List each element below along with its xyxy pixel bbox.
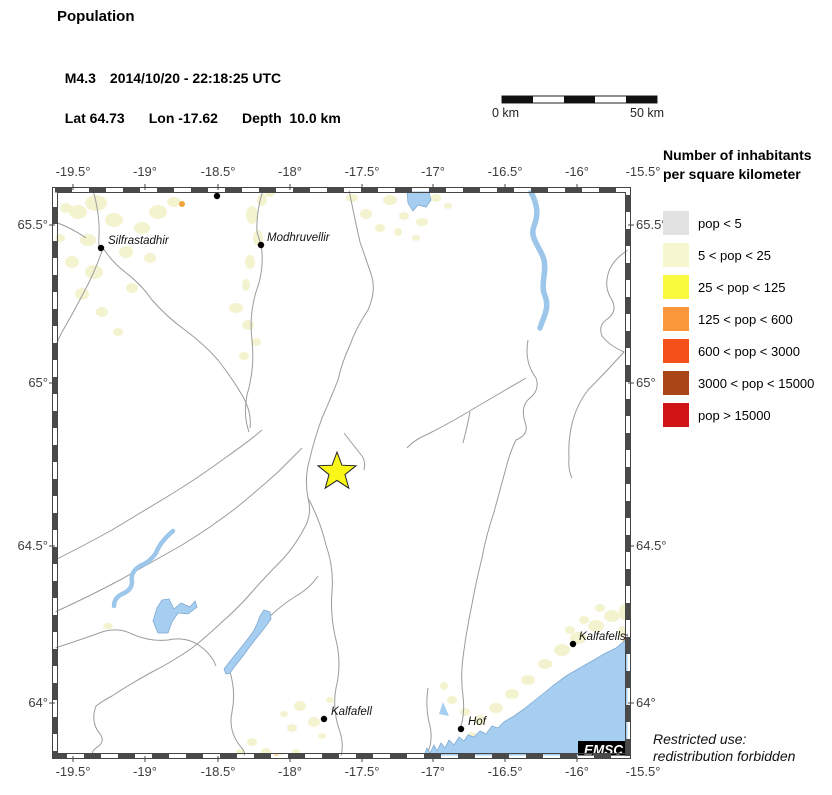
event-magnitude: M4.3	[64, 70, 96, 86]
legend-swatch	[663, 307, 689, 331]
town-dot-unlabeled	[213, 192, 221, 200]
legend-row: 25 < pop < 125	[663, 275, 814, 299]
axis-tick-label: -19.5°	[55, 164, 91, 179]
page-title: Population	[57, 8, 135, 25]
axis-tick-label: -18°	[278, 764, 302, 779]
legend-label: 600 < pop < 3000	[698, 343, 800, 359]
legend-row: 5 < pop < 25	[663, 243, 814, 267]
sea	[423, 637, 628, 756]
event-lat: Lat 64.73	[64, 110, 125, 126]
axis-tick-label: -17.5°	[344, 164, 380, 179]
legend-row: 3000 < pop < 15000	[663, 371, 814, 395]
axis-tick-label: -17.5°	[344, 764, 380, 779]
axis-tick-label: -16°	[565, 164, 589, 179]
axis-tick-label: 64.5°	[636, 538, 667, 553]
town-label: Kalfafellss	[579, 631, 632, 643]
rivers	[111, 190, 550, 609]
axis-tick-label: -16°	[565, 764, 589, 779]
emsc-logo-text: EMSC	[584, 743, 623, 758]
axis-tick-label: 65°	[636, 375, 656, 390]
axis-tick-label: 64°	[28, 695, 48, 710]
axis-tick-label: -17°	[421, 764, 445, 779]
axis-ticks	[49, 184, 634, 762]
epicenter-star	[316, 450, 358, 490]
axis-tick-label: -19.5°	[55, 764, 91, 779]
lakes	[152, 191, 432, 675]
coastal-inlet	[439, 702, 449, 716]
town-label: Silfrastadhir	[108, 235, 170, 247]
axis-tick-label: 64.5°	[17, 538, 48, 553]
scale-bar	[501, 95, 658, 104]
restricted-line2: redistribution forbidden	[653, 748, 796, 764]
event-datetime: 2014/10/20 - 22:18:25 UTC	[109, 70, 282, 86]
legend-row: 600 < pop < 3000	[663, 339, 814, 363]
restricted-line1: Restricted use:	[653, 731, 747, 747]
towns: Silfrastadhir Modhruvellir Kalfafellss K…	[97, 192, 632, 733]
location-line: Lat 64.73 Lon -17.62 Depth 10.0 km	[57, 94, 341, 126]
legend-label: pop > 15000	[698, 407, 771, 423]
event-depth: Depth 10.0 km	[241, 110, 341, 126]
legend-label: 25 < pop < 125	[698, 279, 786, 295]
axis-tick-label: 65.5°	[17, 217, 48, 232]
town-label: Hof	[468, 716, 488, 728]
axis-tick-label: 65°	[28, 375, 48, 390]
axis-tick-label: -16.5°	[487, 764, 523, 779]
legend-label: 125 < pop < 600	[698, 311, 793, 327]
legend-row: 125 < pop < 600	[663, 307, 814, 331]
map-frame	[52, 187, 631, 759]
town-dot	[457, 725, 465, 733]
axis-tick-label: -19°	[133, 164, 157, 179]
scale-bar-max-label: 50 km	[630, 106, 665, 120]
legend-title-line2: per square kilometer	[663, 166, 801, 182]
axis-tick-label: -17°	[421, 164, 445, 179]
legend-title-line1: Number of inhabitants	[663, 147, 812, 163]
scale-bar-zero-label: 0 km	[492, 106, 520, 120]
axis-tick-label: -15.5°	[625, 764, 661, 779]
event-line: M4.3 2014/10/20 - 22:18:25 UTC	[57, 54, 281, 86]
axis-tick-label: -18.5°	[200, 764, 236, 779]
axis-tick-label: -19°	[133, 764, 157, 779]
town-dot	[320, 715, 328, 723]
legend: pop < 5 5 < pop < 25 25 < pop < 125 125 …	[663, 211, 814, 435]
legend-swatch	[663, 275, 689, 299]
legend-swatch	[663, 403, 689, 427]
axis-tick-label: -18°	[278, 164, 302, 179]
axis-tick-label: 64°	[636, 695, 656, 710]
legend-row: pop < 5	[663, 211, 814, 235]
axis-tick-label: -18.5°	[200, 164, 236, 179]
event-lon: Lon -17.62	[148, 110, 218, 126]
legend-label: pop < 5	[698, 215, 742, 231]
emsc-logo: EMSC	[578, 741, 628, 758]
axis-tick-label: -16.5°	[487, 164, 523, 179]
map-lines	[55, 190, 628, 756]
town-label: Kalfafell	[331, 706, 372, 718]
legend-swatch	[663, 211, 689, 235]
axis-tick-label: 65.5°	[636, 217, 667, 232]
legend-swatch	[663, 243, 689, 267]
legend-label: 5 < pop < 25	[698, 247, 772, 263]
axis-tick-label: -15.5°	[625, 164, 661, 179]
legend-label: 3000 < pop < 15000	[698, 375, 815, 391]
legend-title: Number of inhabitants per square kilomet…	[663, 146, 812, 184]
legend-row: pop > 15000	[663, 403, 814, 427]
legend-swatch	[663, 339, 689, 363]
town-dot	[97, 244, 105, 252]
restricted-use-note: Restricted use: redistribution forbidden	[653, 731, 795, 765]
legend-swatch	[663, 371, 689, 395]
town-dot	[257, 241, 265, 249]
town-label: Modhruvellir	[267, 232, 331, 244]
town-dot	[569, 640, 577, 648]
